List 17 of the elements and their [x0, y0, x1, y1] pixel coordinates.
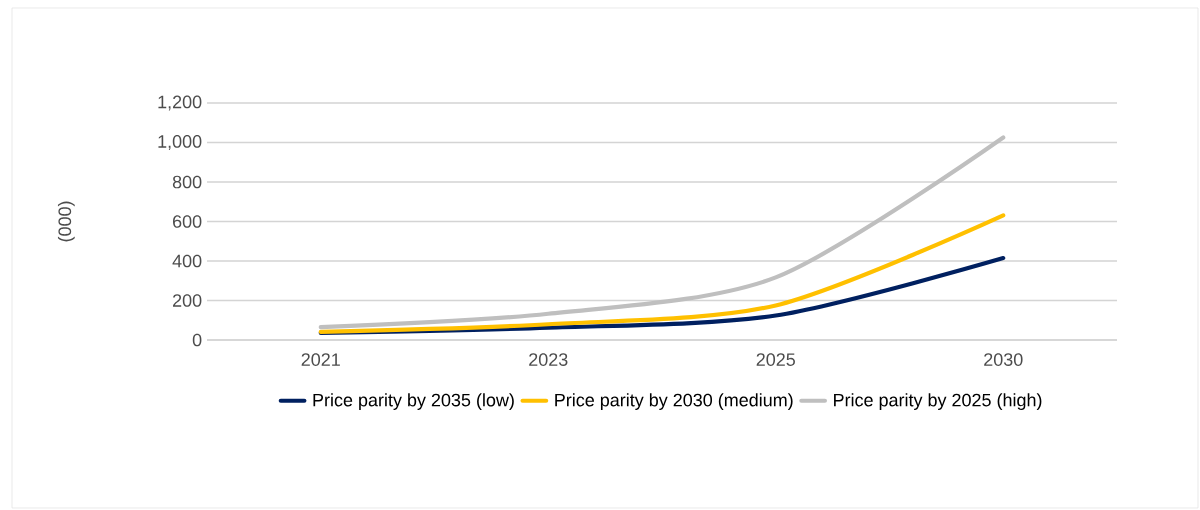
line-series: [318, 213, 1006, 334]
y-tick-label: 1,000: [158, 135, 202, 150]
y-axis-title: (000): [57, 201, 75, 242]
x-tick-label: 2021: [301, 353, 340, 366]
legend-label: Price parity by 2025 (high): [834, 393, 1042, 410]
x-tick-label: 2030: [984, 353, 1023, 366]
legend-label: Price parity by 2030 (medium): [555, 393, 793, 410]
x-tick-label: 2025: [756, 353, 795, 366]
y-tick-label: 0: [192, 333, 202, 347]
y-tick-label: 600: [173, 215, 202, 228]
y-tick-label: 400: [172, 254, 202, 268]
y-tick-label: 1,200: [158, 95, 202, 111]
y-tick-label: 800: [172, 175, 202, 189]
x-tick-label: 2023: [529, 353, 568, 366]
line-series: [318, 135, 1006, 330]
legend-label: Price parity by 2035 (low): [313, 393, 514, 410]
y-tick-label: 200: [173, 294, 202, 307]
